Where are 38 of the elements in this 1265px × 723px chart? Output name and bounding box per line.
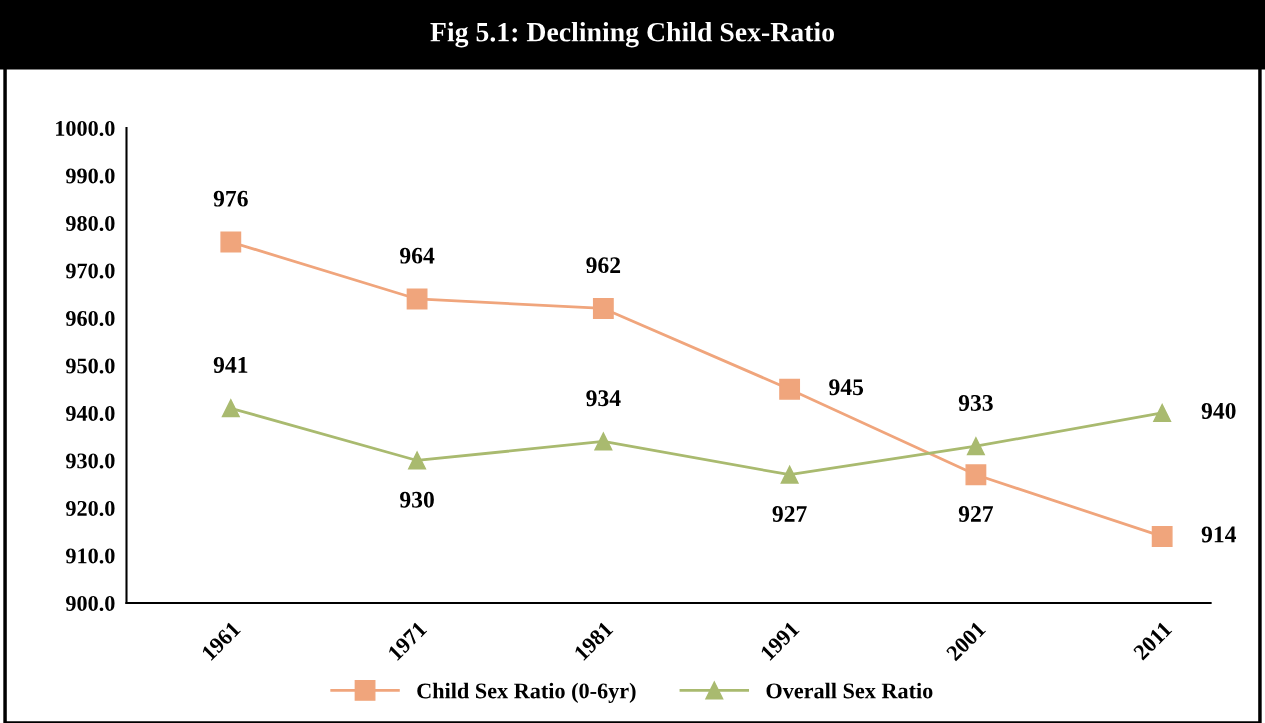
legend-label: Child Sex Ratio (0-6yr) <box>417 682 636 703</box>
y-tick-label: 910.0 <box>66 548 115 564</box>
point <box>965 464 987 486</box>
y-tick-label: 1000.0 <box>56 120 115 136</box>
data-label: 927 <box>958 506 994 522</box>
legend-label: Overall Sex Ratio <box>766 682 933 699</box>
chart-title: Fig 5.1: Declining Child Sex-Ratio <box>430 22 834 48</box>
data-label: 934 <box>586 390 621 407</box>
y-tick-label: 920.0 <box>66 500 115 517</box>
data-label: 945 <box>829 379 864 396</box>
point <box>780 465 799 484</box>
y-tick-label: 980.0 <box>66 215 115 231</box>
point <box>1151 526 1173 547</box>
data-label: 962 <box>586 257 621 274</box>
data-label: 930 <box>400 491 434 508</box>
y-tick-label: 950.0 <box>66 358 115 374</box>
y-tick-label: 970.0 <box>66 263 115 279</box>
y-tick-label: 900.0 <box>66 595 115 612</box>
data-label: 964 <box>400 247 435 264</box>
point <box>592 298 614 319</box>
point <box>408 451 427 470</box>
data-label: 940 <box>1201 402 1236 419</box>
y-tick-label: 940.0 <box>66 405 115 421</box>
y-tick-label: 930.0 <box>66 453 115 469</box>
data-label: 933 <box>958 395 993 411</box>
data-label: 941 <box>213 357 248 373</box>
point <box>220 231 242 253</box>
data-label: 927 <box>772 506 807 522</box>
point <box>966 437 985 456</box>
point <box>406 288 428 310</box>
data-label: 914 <box>1201 526 1237 543</box>
y-tick-label: 960.0 <box>66 310 115 326</box>
point <box>779 378 801 400</box>
data-label: 976 <box>213 190 248 207</box>
point <box>1153 403 1172 423</box>
y-tick-label: 990.0 <box>66 168 115 184</box>
point <box>221 399 240 418</box>
point <box>594 432 613 451</box>
